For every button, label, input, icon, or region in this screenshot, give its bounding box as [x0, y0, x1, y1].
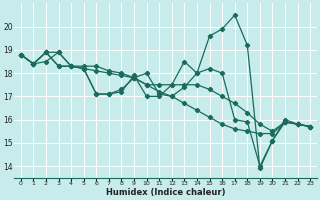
X-axis label: Humidex (Indice chaleur): Humidex (Indice chaleur) [106, 188, 225, 197]
